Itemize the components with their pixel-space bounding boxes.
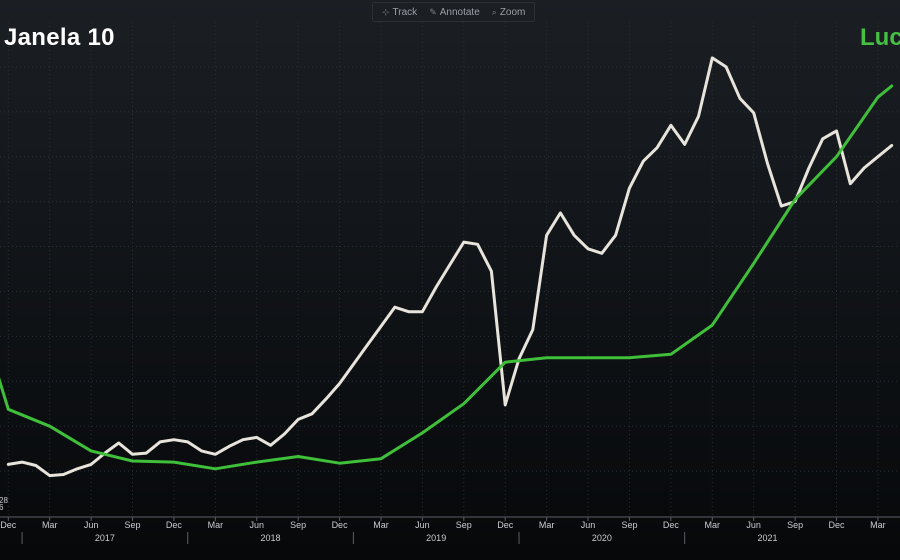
x-tick-label: Jun xyxy=(249,520,264,530)
chart-toolbar: ⊹ Track ✎ Annotate ⌕ Zoom xyxy=(372,2,536,22)
series-line-luc xyxy=(0,84,894,471)
x-tick-label: Jun xyxy=(746,520,761,530)
x-tick-label: Dec xyxy=(828,520,845,530)
x-tick-label: Sep xyxy=(621,520,637,530)
track-button[interactable]: ⊹ Track xyxy=(377,7,422,18)
zoom-button[interactable]: ⌕ Zoom xyxy=(487,7,531,18)
pencil-icon: ✎ xyxy=(429,6,437,17)
x-year-label: 2018 xyxy=(261,533,281,543)
series-line-price xyxy=(6,56,894,478)
x-tick-label: Dec xyxy=(497,520,514,530)
x-tick-label: Dec xyxy=(332,520,349,530)
x-tick-label: Sep xyxy=(125,520,141,530)
magnifier-icon: ⌕ xyxy=(491,6,497,17)
x-tick-label: Sep xyxy=(290,520,306,530)
zoom-label: Zoom xyxy=(499,6,526,18)
x-tick-label: Mar xyxy=(373,520,389,530)
x-tick-label: Jun xyxy=(581,520,596,530)
crosshair-icon: ⊹ xyxy=(382,6,390,17)
x-tick-label: Sep xyxy=(456,520,472,530)
x-tick-label: Dec xyxy=(0,520,17,530)
annotate-button[interactable]: ✎ Annotate xyxy=(424,7,485,18)
legend-entry-luc: Luc xyxy=(860,24,900,51)
x-tick-label: Mar xyxy=(539,520,555,530)
x-axis: Dec Mar Jun Sep Dec Mar Jun Sep Dec Mar Jun Sep Dec M… xyxy=(0,496,900,544)
x-tick-label: Jun xyxy=(84,520,99,530)
y-tick-label: 28 xyxy=(0,496,8,505)
x-year-label: 2019 xyxy=(426,533,446,543)
series-layer xyxy=(0,56,894,478)
x-tick-label: Sep xyxy=(787,520,803,530)
x-year-label: 2021 xyxy=(757,533,777,543)
chart-title: Janela 10 xyxy=(4,24,115,51)
track-label: Track xyxy=(392,6,418,18)
x-year-label: 2017 xyxy=(95,533,115,543)
y-tick-label: 6 xyxy=(0,503,4,512)
x-tick-label: Mar xyxy=(705,520,721,530)
x-tick-label: Jun xyxy=(415,520,430,530)
x-year-label: 2020 xyxy=(592,533,612,543)
x-tick-label: Mar xyxy=(870,520,886,530)
annotate-label: Annotate xyxy=(439,6,480,18)
x-tick-label: Mar xyxy=(208,520,224,530)
x-tick-label: Mar xyxy=(42,520,58,530)
x-tick-label: Dec xyxy=(663,520,680,530)
x-tick-label: Dec xyxy=(166,520,183,530)
